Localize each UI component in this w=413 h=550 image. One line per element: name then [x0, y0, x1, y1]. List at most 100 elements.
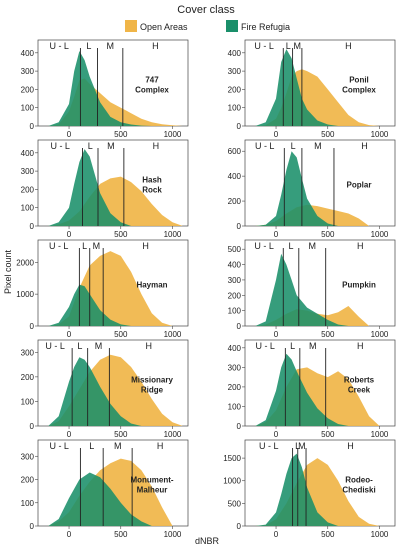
severity-label: U - L [49, 41, 69, 51]
series-area-fire-refugia [48, 51, 152, 126]
panel-0: U - L L M H 0 100 200 300 400 0 500 1000 747 Complex [21, 39, 189, 139]
panel-title: Rodeo-Chediski [342, 475, 375, 494]
series-area-fire-refugia [255, 49, 339, 126]
y-tick-label: 300 [21, 67, 35, 76]
severity-label: U - L [49, 241, 69, 251]
y-tick-label: 1500 [223, 454, 241, 463]
series-area-fire-refugia [255, 253, 349, 326]
y-tick-label: 200 [21, 373, 35, 382]
y-tick-label: 0 [237, 522, 242, 531]
severity-label: H [361, 141, 368, 151]
y-tick-label: 300 [21, 452, 35, 461]
y-tick-label: 0 [30, 522, 35, 531]
severity-label: L [89, 441, 94, 451]
y-tick-label: 0 [237, 422, 242, 431]
y-tick-label: 200 [228, 197, 242, 206]
x-tick-label: 1000 [164, 530, 182, 539]
y-tick-label: 1000 [223, 477, 241, 486]
y-tick-label: 0 [30, 122, 35, 131]
x-tick-label: 0 [67, 230, 72, 239]
severity-label: M [309, 341, 317, 351]
severity-label: L [291, 141, 296, 151]
x-tick-label: 0 [67, 130, 72, 139]
x-axis-label: dNBR [195, 536, 220, 546]
panel-title: Pumpkin [342, 280, 376, 289]
x-tick-label: 0 [274, 430, 279, 439]
legend-label-fire-refugia: Fire Refugia [241, 22, 290, 32]
x-tick-label: 0 [67, 330, 72, 339]
x-tick-label: 1000 [371, 530, 389, 539]
y-tick-label: 600 [228, 147, 242, 156]
severity-label: U - L [254, 241, 274, 251]
severity-label: M [93, 241, 101, 251]
x-tick-label: 1000 [164, 430, 182, 439]
y-tick-label: 300 [228, 363, 242, 372]
panel-2: U - L L M H 0 100 200 300 400 0 500 1000 Hash Rock [21, 139, 189, 239]
series-area-fire-refugia [255, 151, 339, 226]
severity-label: M [107, 141, 115, 151]
x-tick-label: 1000 [164, 230, 182, 239]
y-tick-label: 200 [228, 383, 242, 392]
x-tick-label: 0 [274, 130, 279, 139]
severity-label: L [77, 341, 82, 351]
legend: Cover class Open Areas Fire Refugia [125, 4, 290, 32]
y-tick-label: 200 [21, 85, 35, 94]
severity-label: L [286, 41, 291, 51]
legend-label-open-areas: Open Areas [140, 22, 188, 32]
y-tick-label: 300 [21, 348, 35, 357]
x-tick-label: 500 [114, 530, 128, 539]
severity-label: H [152, 41, 159, 51]
x-tick-label: 500 [321, 230, 335, 239]
severity-label: L [295, 441, 300, 451]
x-tick-label: 1000 [371, 230, 389, 239]
x-tick-label: 0 [274, 330, 279, 339]
panel-5: U - L L M H 0 100 200 300 400 500 0 500 1000 Pumpkin [228, 239, 396, 339]
x-tick-label: 0 [274, 530, 279, 539]
panel-8: U - L L M H 0 100 200 300 0 500 1000 Monument-Malhe… [21, 439, 189, 539]
y-tick-label: 400 [21, 149, 35, 158]
y-tick-label: 400 [228, 172, 242, 181]
severity-label: L [86, 41, 91, 51]
severity-label: L [288, 241, 293, 251]
panel-title: Missionary Ridge [131, 375, 173, 394]
x-tick-label: 0 [67, 430, 72, 439]
y-tick-label: 200 [21, 185, 35, 194]
y-tick-label: 300 [228, 276, 242, 285]
legend-swatch-open-areas [125, 20, 137, 32]
panel-title: 747 Complex [135, 75, 169, 94]
severity-label: U - L [255, 341, 275, 351]
x-tick-label: 500 [114, 430, 128, 439]
severity-label: L [88, 141, 93, 151]
y-tick-label: 300 [228, 67, 242, 76]
y-tick-label: 100 [21, 499, 35, 508]
y-tick-label: 200 [228, 291, 242, 300]
severity-label: M [314, 141, 322, 151]
y-tick-label: 1000 [16, 290, 34, 299]
y-tick-label: 100 [228, 104, 242, 113]
panel-9: U - L LM H 0 500 1000 1500 0 500 1000 Rodeo-Chedis… [223, 439, 396, 539]
panel-6: U - L L M H 0 100 200 300 0 500 1000 Missionary Ridg… [21, 339, 189, 439]
severity-label: M [298, 441, 306, 451]
y-tick-label: 400 [228, 49, 242, 58]
severity-label: U - L [49, 441, 69, 451]
y-tick-label: 0 [30, 322, 35, 331]
x-tick-label: 1000 [371, 430, 389, 439]
x-tick-label: 500 [321, 430, 335, 439]
y-tick-label: 400 [21, 49, 35, 58]
panel-title: Monument-Malheur [130, 475, 173, 494]
y-tick-label: 400 [228, 344, 242, 353]
panel-title: Ponil Complex [342, 75, 376, 94]
y-tick-label: 400 [228, 261, 242, 270]
x-tick-label: 1000 [371, 130, 389, 139]
y-tick-label: 2000 [16, 258, 34, 267]
x-tick-label: 1000 [371, 330, 389, 339]
y-tick-label: 100 [21, 204, 35, 213]
x-tick-label: 1000 [164, 130, 182, 139]
panel-1: U - L L M H 0 100 200 300 400 0 500 1000 Ponil Comple… [228, 39, 396, 139]
severity-label: H [357, 341, 364, 351]
x-tick-label: 500 [321, 330, 335, 339]
y-axis-label: Pixel count [3, 249, 13, 294]
y-tick-label: 0 [237, 122, 242, 131]
severity-label: M [293, 41, 301, 51]
y-tick-label: 0 [237, 222, 242, 231]
